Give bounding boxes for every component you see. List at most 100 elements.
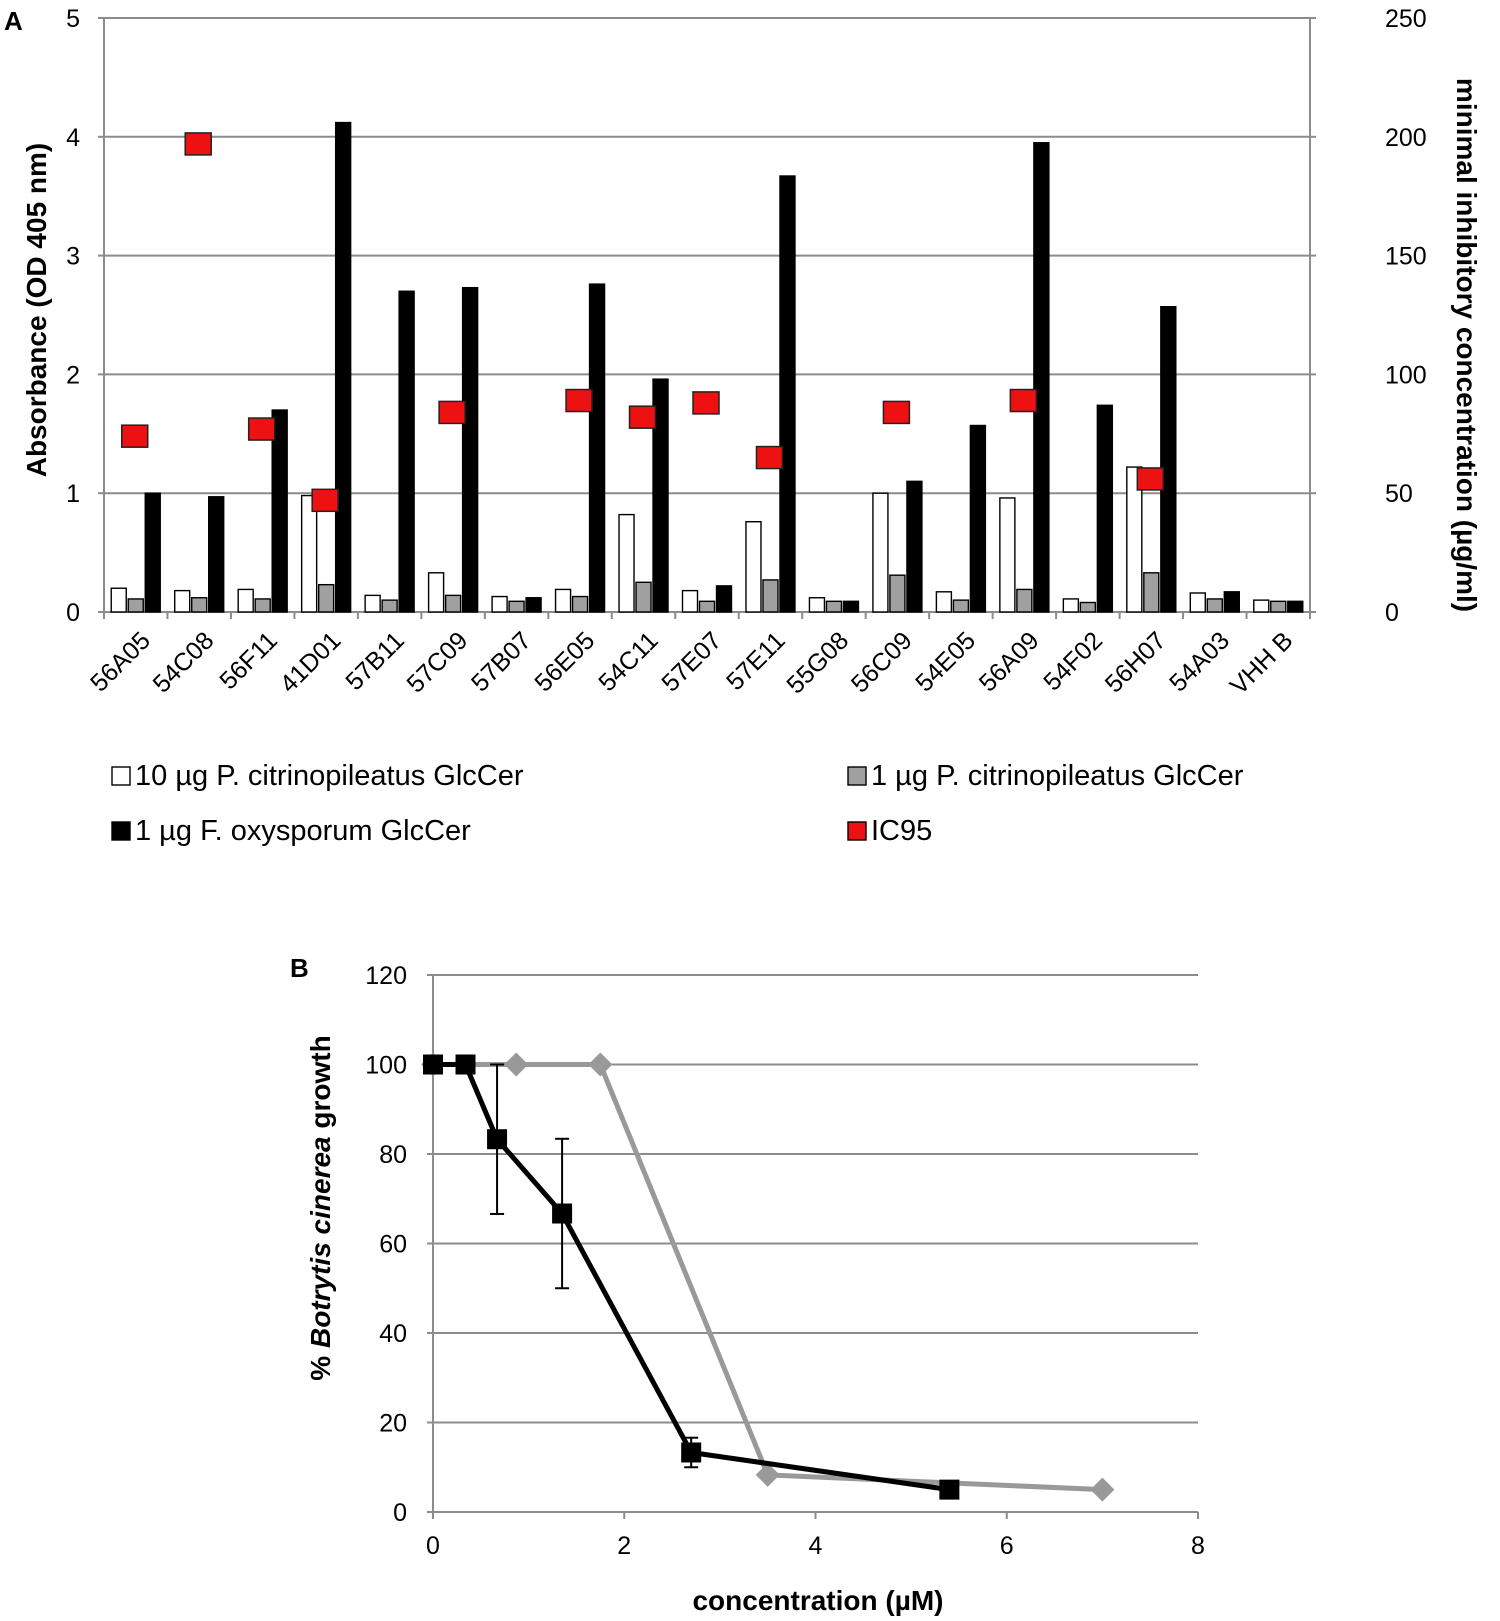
panel-b-data-point (681, 1442, 702, 1463)
panel-a-bar (872, 492, 889, 613)
panel-a-category-label: 56H07 (1100, 626, 1172, 698)
panel-a-bar (398, 290, 415, 613)
panel-a-category-labels: 56A0554C0856F1141D0157B1157C0957B0756E05… (85, 612, 1311, 700)
panel-b-x-tick-label: 2 (617, 1532, 631, 1560)
panel-a-bar (191, 597, 208, 613)
panel-b-y-tick-label: 100 (365, 1052, 407, 1080)
panel-a-bar (1126, 466, 1143, 613)
panel-a-bar (554, 588, 572, 613)
panel-a-y2-axis-label: minimal inhibitory concentration (µg/ml) (1451, 78, 1482, 612)
panel-a-bar (935, 591, 953, 613)
panel-a-category-label: 54A03 (1164, 626, 1235, 697)
panel-a-bar (1096, 404, 1114, 613)
panel-a-bar (745, 521, 762, 613)
panel-a-ic95-marker (565, 388, 593, 413)
panel-b-y-axis-label: % Botrytis cinerea growth (305, 1035, 336, 1380)
panel-b-gridlines (433, 974, 1198, 1513)
panel-a-legend-swatch (111, 766, 131, 786)
panel-a-bar (300, 494, 318, 613)
panel-b-x-axis-label: concentration (µM) (692, 1585, 943, 1616)
panel-b-y-label-italic: Botrytis cinerea (305, 1136, 336, 1348)
panel-a-bar (999, 497, 1016, 613)
panel-a-bar (110, 587, 127, 613)
panel-a-legend-label: 1 µg F. oxysporum GlcCer (135, 815, 471, 847)
panel-a-bar (618, 513, 635, 613)
panel-a-category-label: 57B07 (466, 626, 537, 697)
panel-b: B 0 20 40 60 80 100 120 0 2 4 6 8 concentration (µ… (290, 953, 1205, 1616)
panel-a-y-tick-label: 3 (66, 243, 80, 271)
panel-a-bar (1143, 572, 1160, 613)
panel-a-category-label: 57C09 (401, 626, 473, 698)
panel-a-legend-label: IC95 (871, 815, 932, 847)
panel-a-bar (364, 594, 381, 613)
panel-a-y-tick-label: 5 (66, 5, 80, 33)
panel-b-y-tick-label: 40 (379, 1320, 407, 1348)
panel-a-ic95-marker (882, 400, 911, 425)
panel-b-y-tick-label: 80 (379, 1141, 407, 1169)
panel-a-y2-tick-label: 200 (1385, 124, 1427, 152)
panel-a-legend-label: 1 µg P. citrinopileatus GlcCer (871, 760, 1244, 792)
panel-a-bar (444, 594, 462, 613)
panel-a-y2-tick-label: 0 (1385, 599, 1399, 627)
panel-a-bar (762, 579, 779, 613)
panel-a-bar (525, 597, 542, 613)
panel-a-category-label: 56F11 (214, 626, 283, 695)
panel-a-bar (271, 409, 288, 613)
panel-a-bar (254, 598, 271, 613)
panel-a-bar (681, 589, 699, 613)
panel-a-ic95-marker (1009, 388, 1038, 413)
panel-b-data-point (755, 1462, 780, 1487)
panel-b-y-tick-label: 20 (379, 1410, 407, 1438)
panel-a-legend: 10 µg P. citrinopileatus GlcCer 1 µg P. c… (111, 760, 1244, 847)
panel-a-bar (808, 597, 826, 613)
panel-a-bar (969, 424, 987, 613)
panel-a-category-label: 56A05 (85, 626, 156, 697)
panel-a-y2-tick-label: 150 (1385, 243, 1427, 271)
panel-b-x-tick-label: 8 (1191, 1532, 1205, 1560)
panel-a-ic95-marker (184, 132, 212, 156)
panel-a-bar (208, 496, 225, 613)
panel-a-bar (1206, 598, 1223, 613)
panel-a-ic95-marker (311, 488, 339, 513)
panel-b-x-tick-label: 0 (426, 1532, 440, 1560)
panel-a-ic95-marker (628, 405, 657, 429)
panel-b-data-point (455, 1054, 476, 1075)
panel-a-y2-tick-label: 50 (1385, 480, 1413, 508)
panel-a-category-label: 41D01 (275, 626, 347, 698)
panel-a-bar (1287, 600, 1304, 613)
panel-b-x-ticks: 0 2 4 6 8 (426, 1512, 1205, 1560)
panel-a-y-tick-label: 4 (66, 124, 80, 152)
panel-b-y-tick-label: 60 (379, 1231, 407, 1259)
panel-a-y-tick-label: 2 (66, 361, 80, 389)
panel-b-data-point (504, 1052, 529, 1077)
panel-a-category-label: VHH B (1225, 626, 1299, 700)
panel-a-category-label: 57E07 (656, 626, 727, 697)
panel-a-y2-tick-label: 100 (1385, 361, 1427, 389)
panel-a-legend-swatch (847, 821, 867, 841)
panel-a-bar (381, 599, 398, 613)
panel-a: A 0 1 2 3 4 5 0 50 100 150 200 250 56A0554C0856F11… (4, 5, 1482, 847)
panel-a-ic95-marker (120, 424, 149, 448)
panel-a-bar (334, 121, 352, 613)
panel-b-y-tick-label: 120 (365, 962, 407, 990)
panel-a-y-ticks: 0 1 2 3 4 5 (66, 5, 104, 627)
panel-a-y2-ticks: 0 50 100 150 200 250 (1310, 5, 1427, 627)
panel-b-data-point (939, 1479, 960, 1500)
panel-b-data-point (588, 1052, 613, 1077)
panel-a-bar (1079, 601, 1097, 613)
panel-b-y-label-suffix: growth (305, 1035, 336, 1136)
panel-a-bar (317, 583, 335, 613)
panel-a-bar (491, 595, 508, 613)
panel-a-legend-swatch (847, 766, 867, 786)
panel-b-series-line (433, 1062, 1103, 1493)
panel-a-bar (571, 595, 589, 613)
panel-a-bar (127, 598, 144, 613)
panel-a-category-label: 55G08 (781, 626, 854, 699)
panel-a-y-tick-label: 1 (66, 480, 80, 508)
panel-a-bar (779, 175, 796, 613)
panel-a-category-label: 56C09 (846, 626, 918, 698)
panel-b-y-ticks: 0 20 40 60 80 100 120 (365, 962, 433, 1527)
panel-a-y-tick-label: 0 (66, 599, 80, 627)
panel-a-category-label: 56E05 (529, 626, 600, 697)
